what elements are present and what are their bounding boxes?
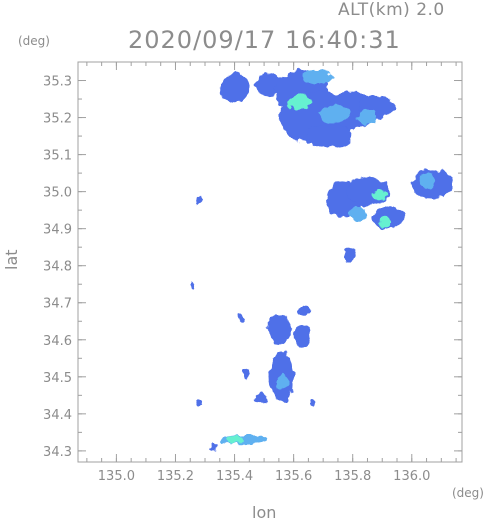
echo-region-24 bbox=[293, 324, 312, 348]
echo-region-31 bbox=[237, 313, 244, 322]
echo-region-1 bbox=[219, 73, 250, 103]
echo-region-10 bbox=[358, 110, 377, 125]
echo-region-33 bbox=[225, 436, 244, 444]
echo-region-6 bbox=[305, 124, 353, 148]
y-tick-label: 34.5 bbox=[43, 371, 72, 386]
y-tick-label: 34.7 bbox=[43, 297, 72, 312]
echo-region-16 bbox=[379, 215, 392, 227]
echo-region-27 bbox=[255, 393, 268, 405]
echo-region-9 bbox=[320, 104, 350, 124]
y-tick-label: 34.9 bbox=[43, 223, 72, 238]
echo-region-8 bbox=[287, 95, 312, 111]
chart-title: 2020/09/17 16:40:31 bbox=[128, 26, 401, 54]
x-tick-label: 135.8 bbox=[334, 469, 371, 484]
y-tick-label: 35.0 bbox=[43, 186, 72, 201]
x-tick-label: 136.0 bbox=[393, 469, 430, 484]
y-axis-unit: (deg) bbox=[18, 34, 50, 48]
echo-region-26 bbox=[243, 367, 250, 379]
y-tick-label: 35.2 bbox=[43, 112, 72, 127]
echo-region-29 bbox=[308, 399, 315, 407]
echo-region-23 bbox=[275, 373, 288, 388]
y-tick-label: 34.8 bbox=[43, 260, 72, 275]
echo-region-21 bbox=[267, 313, 291, 344]
echo-region-28 bbox=[196, 399, 203, 406]
x-axis-unit: (deg) bbox=[452, 486, 484, 500]
echo-region-30 bbox=[190, 281, 196, 288]
echo-region-19 bbox=[343, 247, 356, 262]
echo-region-25 bbox=[299, 304, 312, 316]
altitude-label: ALT(km) 2.0 bbox=[338, 0, 445, 20]
y-tick-label: 34.4 bbox=[43, 408, 72, 423]
x-tick-label: 135.4 bbox=[216, 469, 253, 484]
x-tick-label: 135.6 bbox=[275, 469, 312, 484]
echo-region-14 bbox=[417, 173, 436, 188]
echo-region-34 bbox=[207, 444, 220, 450]
echo-regions bbox=[190, 69, 454, 450]
echo-region-18 bbox=[373, 189, 386, 201]
y-tick-label: 34.3 bbox=[43, 445, 72, 460]
x-tick-label: 135.0 bbox=[98, 469, 135, 484]
ticks: 135.0 135.2 135.4 135.6 135.8 136.0 34.3 34.4 34… bbox=[43, 75, 430, 484]
y-tick-label: 35.1 bbox=[43, 149, 72, 164]
x-tick-label: 135.2 bbox=[157, 469, 194, 484]
x-axis-label: lon bbox=[252, 503, 277, 522]
plot-frame bbox=[77, 61, 463, 463]
echo-region-20 bbox=[194, 195, 204, 203]
echo-region-7 bbox=[302, 69, 333, 85]
axes bbox=[77, 61, 463, 463]
y-tick-label: 34.6 bbox=[43, 334, 72, 349]
echo-region-17 bbox=[349, 206, 368, 222]
y-tick-label: 35.3 bbox=[43, 75, 72, 90]
